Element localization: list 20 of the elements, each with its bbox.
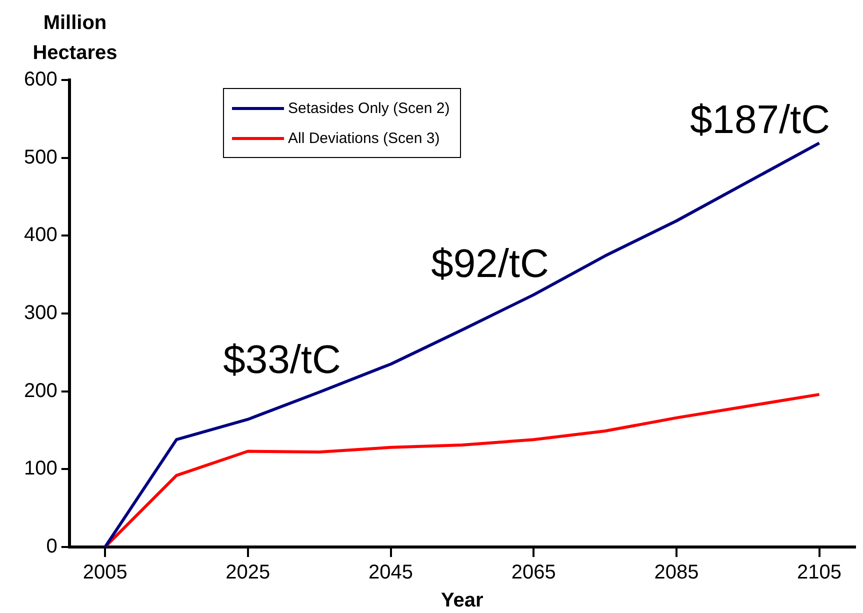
x-tick-label: 2105 <box>797 562 842 584</box>
y-tick-label: 400 <box>24 224 58 246</box>
y-tick-label: 300 <box>24 302 58 324</box>
x-tick-label: 2085 <box>654 562 699 584</box>
y-tick-label: 0 <box>46 536 58 558</box>
annotation: $33/tC <box>223 338 341 382</box>
y-tick-label: 100 <box>24 458 58 480</box>
legend-label: Setasides Only (Scen 2) <box>288 100 450 116</box>
x-tick-label: 2025 <box>226 562 270 584</box>
y-tick-label: 600 <box>24 68 58 91</box>
x-axis-title: Year <box>441 590 484 612</box>
y-axis-title: Million Hectares <box>32 11 118 66</box>
y-tick-label: 200 <box>24 380 58 402</box>
y-tick-label: 500 <box>24 146 58 168</box>
annotation: $187/tC <box>690 98 830 142</box>
annotation: $92/tC <box>431 242 549 286</box>
legend-label: All Deviations (Scen 3) <box>288 130 440 146</box>
x-tick-label: 2065 <box>511 562 556 584</box>
x-tick-label: 2005 <box>82 562 128 584</box>
x-tick-label: 2045 <box>368 562 414 584</box>
